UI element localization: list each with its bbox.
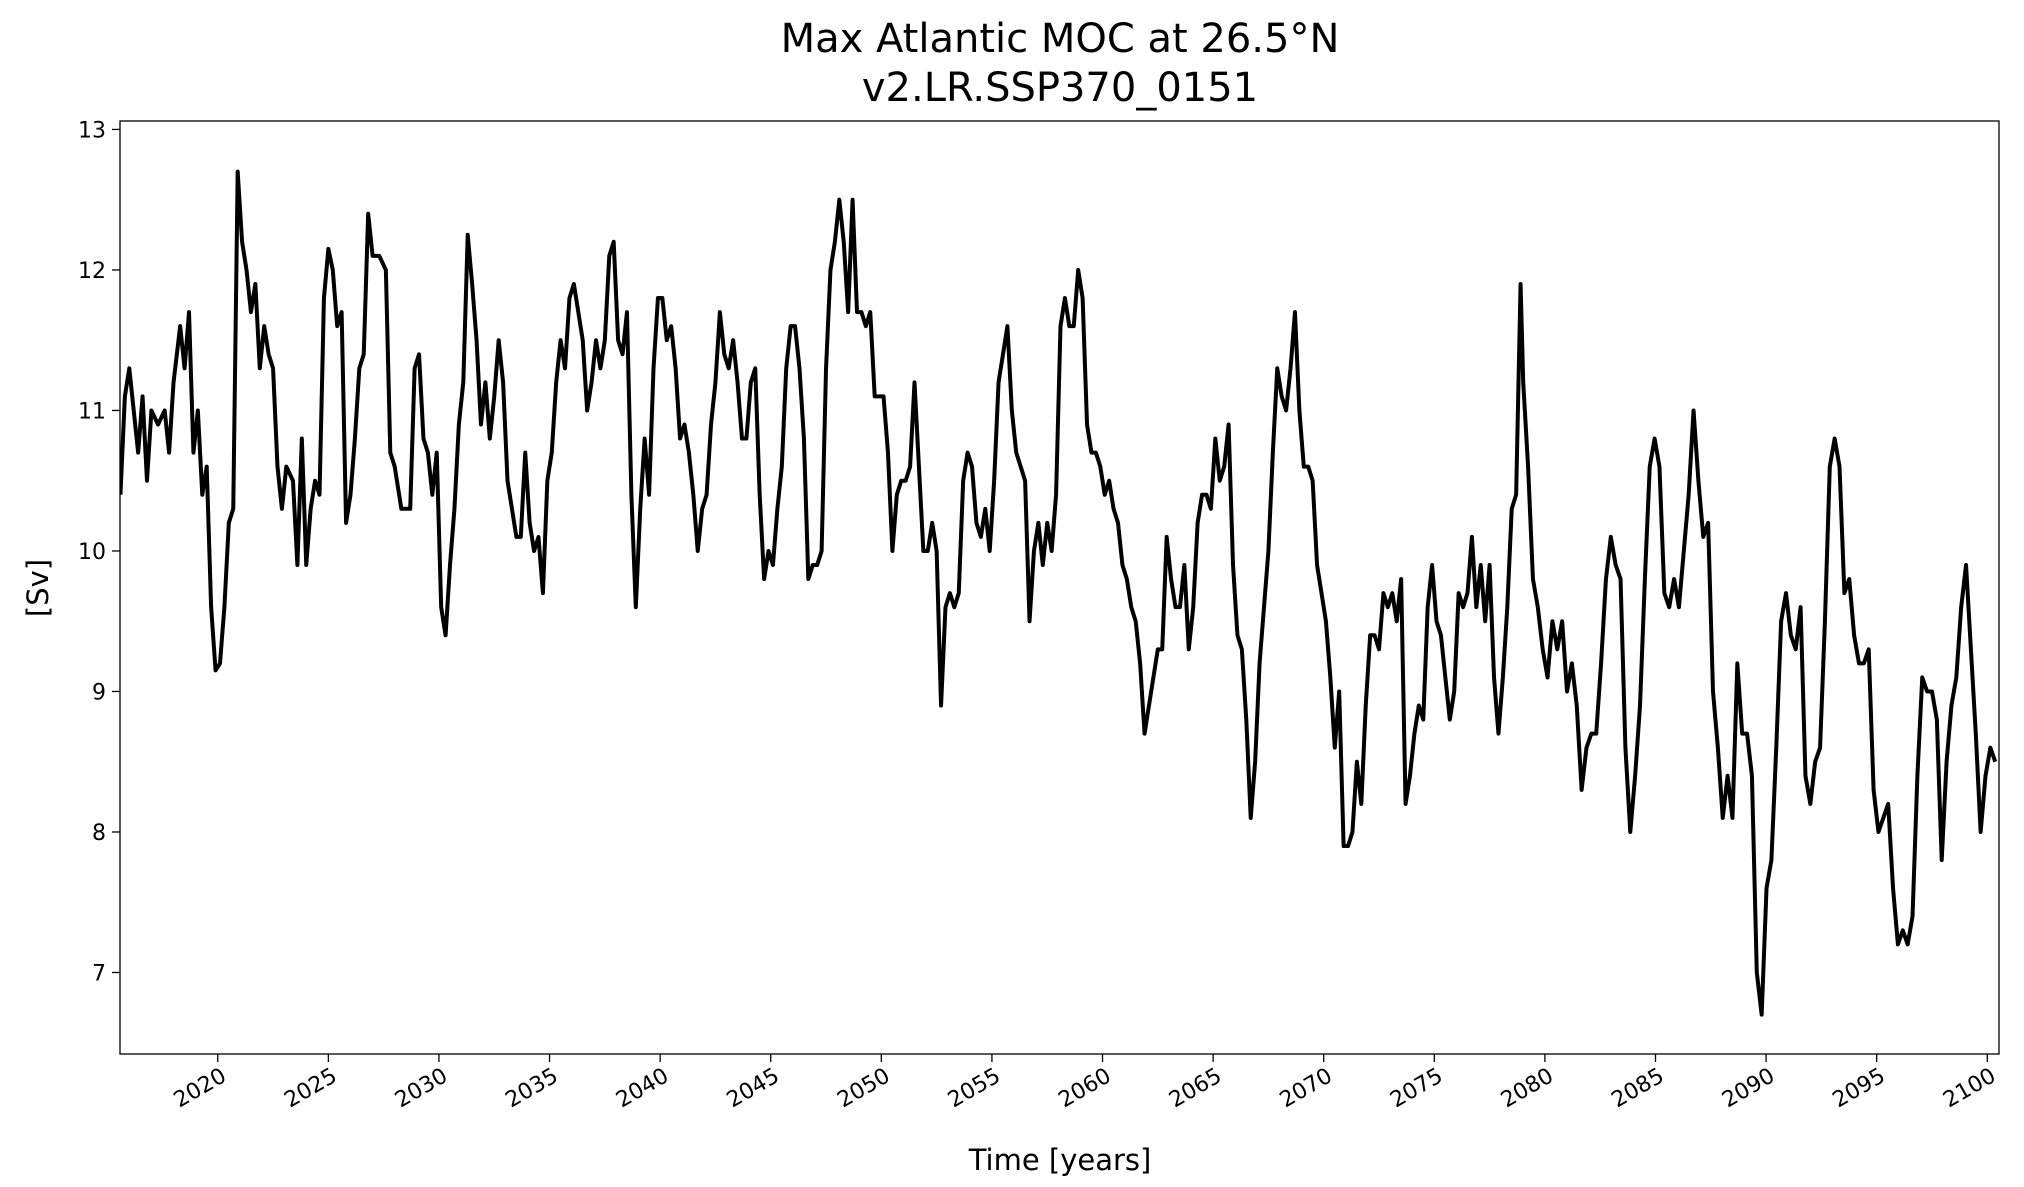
x-tick-label: 2045 [723, 1064, 784, 1114]
x-axis-label: Time [years] [968, 1143, 1152, 1177]
x-tick-label: 2030 [391, 1064, 452, 1114]
x-tick-label: 2080 [1497, 1064, 1558, 1114]
y-tick-label: 13 [78, 118, 106, 143]
y-tick-label: 11 [78, 399, 106, 424]
x-tick-label: 2050 [833, 1064, 894, 1114]
x-tick-label: 2055 [944, 1064, 1005, 1114]
x-tick-label: 2065 [1165, 1064, 1226, 1114]
x-tick-label: 2060 [1055, 1064, 1116, 1114]
x-tick-label: 2100 [1939, 1064, 2000, 1114]
x-tick-label: 2085 [1607, 1064, 1668, 1114]
y-tick-label: 10 [78, 540, 106, 565]
x-tick-label: 2090 [1718, 1064, 1779, 1114]
data-line [120, 169, 1998, 1017]
plot-frame [119, 120, 2000, 1055]
x-tick-label: 2075 [1386, 1064, 1447, 1114]
y-tick-label: 12 [78, 259, 106, 284]
x-tick-label: 2025 [280, 1064, 341, 1114]
y-axis-label: [Sv] [21, 559, 55, 617]
x-tick-label: 2040 [612, 1064, 673, 1114]
x-tick-label: 2070 [1276, 1064, 1337, 1114]
y-tick-label: 9 [92, 680, 106, 705]
y-tick-label: 8 [92, 821, 106, 846]
x-tick-label: 2020 [170, 1064, 231, 1114]
x-tick-label: 2035 [502, 1064, 563, 1114]
x-tick-label: 2095 [1829, 1064, 1890, 1114]
chart-subtitle: v2.LR.SSP370_0151 [862, 65, 1258, 111]
y-tick-label: 7 [92, 962, 106, 987]
chart-title: Max Atlantic MOC at 26.5°N [781, 16, 1340, 62]
